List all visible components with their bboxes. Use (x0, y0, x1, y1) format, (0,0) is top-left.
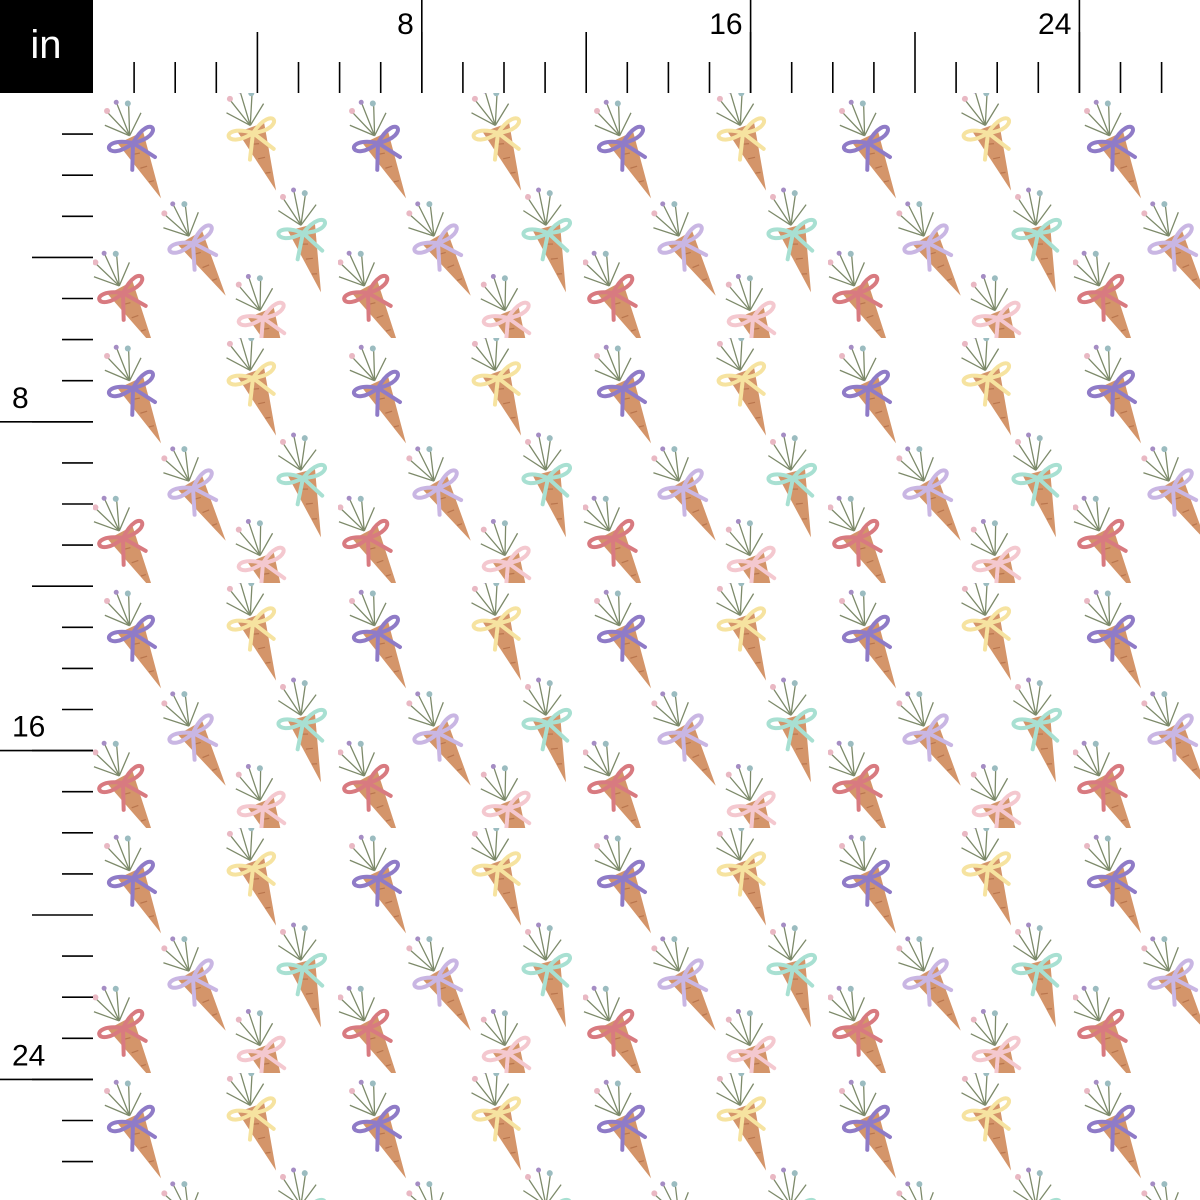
top-label: 24 (1038, 8, 1071, 41)
left-label: 24 (12, 1039, 45, 1072)
top-ruler (93, 0, 1200, 93)
left-label: 16 (12, 711, 45, 744)
fabric-pattern (93, 93, 1200, 1200)
unit-label: in (30, 23, 61, 67)
left-ruler (0, 93, 93, 1200)
top-label: 8 (397, 8, 414, 41)
top-label: 16 (709, 8, 742, 41)
left-label: 8 (12, 382, 29, 415)
unit-box (0, 0, 93, 93)
